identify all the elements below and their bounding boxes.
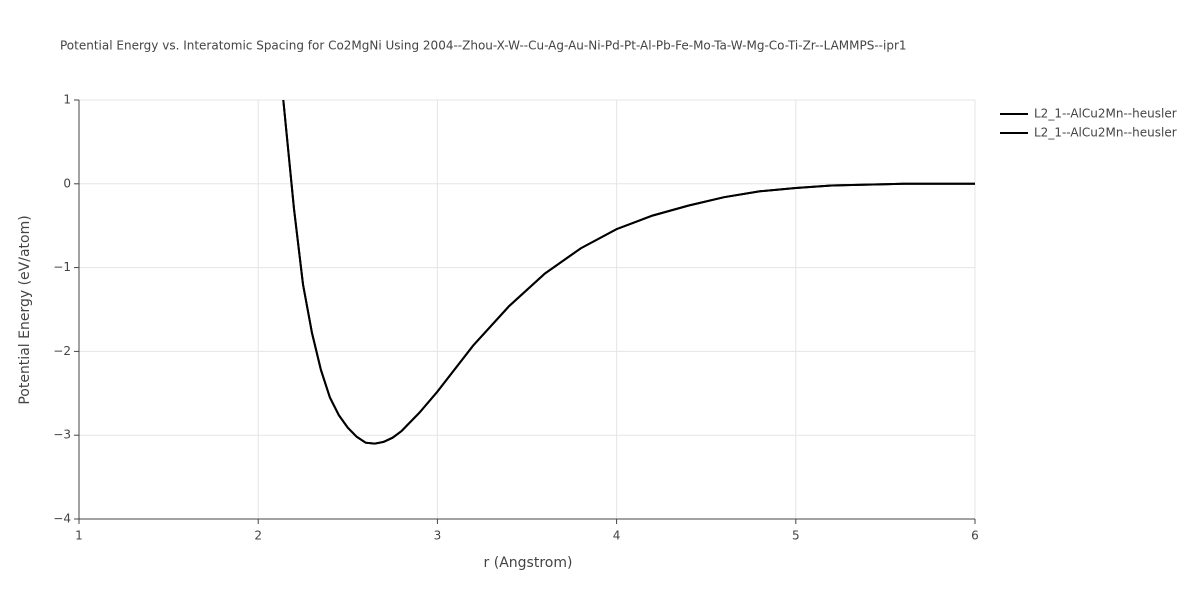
y-axis-label: Potential Energy (eV/atom): [17, 215, 33, 404]
y-tick-label: 0: [63, 176, 71, 190]
legend-label: L2_1--AlCu2Mn--heusler: [1034, 126, 1177, 140]
y-tick-label: −4: [53, 512, 71, 526]
x-tick-label: 1: [75, 529, 83, 543]
chart-title: Potential Energy vs. Interatomic Spacing…: [60, 39, 907, 53]
x-tick-label: 5: [792, 529, 800, 543]
y-tick-label: −1: [53, 260, 71, 274]
y-tick-label: −2: [53, 344, 71, 358]
line: [282, 100, 975, 445]
x-axis-label: r (Angstrom): [484, 555, 573, 571]
x-tick-label: 4: [613, 529, 621, 543]
x-tick-label: 6: [971, 529, 979, 543]
x-tick-label: 2: [254, 529, 262, 543]
y-tick-label: 1: [63, 93, 71, 107]
legend-label: L2_1--AlCu2Mn--heusler: [1034, 107, 1177, 121]
x-tick-label: 3: [434, 529, 442, 543]
y-tick-label: −3: [53, 428, 71, 442]
line: [282, 100, 975, 445]
